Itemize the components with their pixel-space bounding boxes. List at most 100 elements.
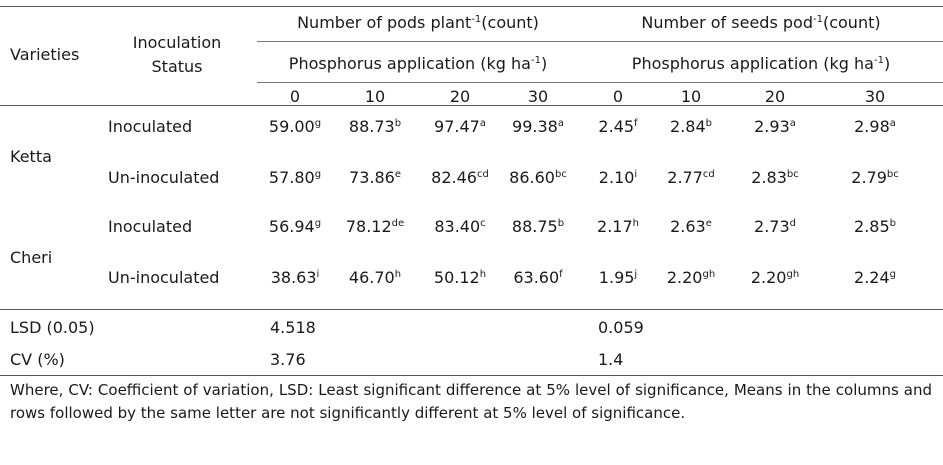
header-bottom-rule xyxy=(0,105,943,106)
cell-letter: gh xyxy=(786,269,800,280)
cell-letter: i xyxy=(634,169,638,180)
cv-label: CV (%) xyxy=(10,350,65,369)
cell-letter: a xyxy=(557,118,564,129)
group-rule xyxy=(257,41,943,42)
table-cell: 86.60bc xyxy=(509,170,567,186)
phosphorus-text: Phosphorus application (kg ha xyxy=(288,54,531,73)
cell-letter: bc xyxy=(786,169,799,180)
cell-letter: bc xyxy=(886,169,899,180)
phosphorus-rule xyxy=(257,82,943,83)
cell-value: 46.70 xyxy=(348,268,395,287)
table-cell: 2.83bc xyxy=(751,170,798,186)
cell-letter: e xyxy=(705,218,712,229)
cell-value: 82.46 xyxy=(431,168,477,187)
level-seeds-10: 10 xyxy=(680,87,702,106)
cell-value: 86.60 xyxy=(509,168,555,187)
table-cell: 59.00g xyxy=(269,119,321,135)
lsd-seeds-value: 0.059 xyxy=(598,318,644,337)
table-cell: 2.84b xyxy=(670,119,712,135)
cell-letter: h xyxy=(632,218,639,229)
body-bottom-rule xyxy=(0,309,943,310)
seeds-group-sup: -1 xyxy=(812,14,823,25)
cell-value: 2.20 xyxy=(750,268,787,287)
phosphorus-text: Phosphorus application (kg ha xyxy=(631,54,874,73)
cell-letter: de xyxy=(391,218,405,229)
table-cell: 2.79bc xyxy=(851,170,898,186)
header-seeds-group: Number of seeds pod-1(count) xyxy=(641,15,880,31)
cell-letter: b xyxy=(889,218,896,229)
table-cell: 97.47a xyxy=(434,119,486,135)
cell-letter: h xyxy=(479,269,487,280)
cv-seeds-value: 1.4 xyxy=(598,350,624,369)
cell-letter: gh xyxy=(702,269,716,280)
cell-letter: a xyxy=(479,118,486,129)
cell-letter: e xyxy=(394,169,401,180)
variety-cheri: Cheri xyxy=(10,248,53,267)
table-cell: 73.86e xyxy=(349,170,401,186)
cv-pods-value: 3.76 xyxy=(270,350,306,369)
cell-letter: b xyxy=(557,218,565,229)
cell-letter: j xyxy=(634,269,638,280)
level-pods-20: 20 xyxy=(449,87,471,106)
cell-value: 38.63 xyxy=(270,268,317,287)
table-cell: 88.75b xyxy=(512,219,564,235)
cell-letter: g xyxy=(889,269,896,280)
cell-value: 2.73 xyxy=(754,217,790,236)
header-pods-group: Number of pods plant-1(count) xyxy=(297,15,539,31)
table-cell: 38.63i xyxy=(271,270,320,286)
level-seeds-0: 0 xyxy=(612,87,624,106)
cell-letter: b xyxy=(394,118,402,129)
cell-value: 2.20 xyxy=(666,268,703,287)
table-cell: 2.77cd xyxy=(667,170,714,186)
table-cell: 2.93a xyxy=(754,119,796,135)
table-cell: 2.24g xyxy=(854,270,896,286)
table-cell: 88.73b xyxy=(349,119,401,135)
cell-letter: bc xyxy=(554,169,567,180)
table-cell: 2.85b xyxy=(854,219,896,235)
status-label: Un-inoculated xyxy=(108,168,220,187)
cell-value: 2.24 xyxy=(854,268,890,287)
table-cell: 2.17h xyxy=(597,219,639,235)
cell-value: 1.95 xyxy=(598,268,635,287)
cell-value: 2.93 xyxy=(754,117,790,136)
header-phosphorus-pods: Phosphorus application (kg ha-1) xyxy=(289,56,547,72)
phosphorus-sup: -1 xyxy=(873,55,884,66)
level-seeds-20: 20 xyxy=(764,87,786,106)
table-cell: 2.20gh xyxy=(751,270,799,286)
cell-value: 2.79 xyxy=(851,168,887,187)
status-label: Inoculated xyxy=(108,217,193,236)
cell-letter: b xyxy=(705,118,712,129)
seeds-group-text: Number of seeds pod xyxy=(641,13,813,32)
header-inoculation-line2: Status xyxy=(151,57,203,76)
status-label: Inoculated xyxy=(108,117,193,136)
phosphorus-close: ) xyxy=(883,54,891,73)
cell-value: 57.80 xyxy=(268,168,315,187)
header-varieties: Varieties xyxy=(10,45,80,64)
cell-value: 2.45 xyxy=(598,117,635,136)
pods-group-unit: (count) xyxy=(481,13,539,32)
cell-letter: cd xyxy=(702,169,715,180)
table-cell: 83.40c xyxy=(434,219,485,235)
cell-value: 88.73 xyxy=(348,117,395,136)
table-cell: 2.73d xyxy=(754,219,796,235)
cell-value: 2.84 xyxy=(670,117,706,136)
stats-bottom-rule xyxy=(0,375,943,376)
header-phosphorus-seeds: Phosphorus application (kg ha-1) xyxy=(632,56,890,72)
cell-value: 2.63 xyxy=(670,217,706,236)
table-cell: 2.98a xyxy=(854,119,896,135)
table-cell: 46.70h xyxy=(349,270,401,286)
cell-value: 59.00 xyxy=(268,117,315,136)
cell-letter: f xyxy=(634,118,638,129)
footnote: Where, CV: Coefficient of variation, LSD… xyxy=(10,381,932,422)
variety-ketta: Ketta xyxy=(10,147,52,166)
cell-letter: cd xyxy=(476,169,489,180)
cell-value: 99.38 xyxy=(512,117,558,136)
pods-group-text: Number of pods plant xyxy=(297,13,472,32)
table-cell: 2.10i xyxy=(599,170,637,186)
cell-letter: c xyxy=(480,218,486,229)
table-cell: 56.94g xyxy=(269,219,321,235)
cell-letter: g xyxy=(314,218,322,229)
cell-value: 88.75 xyxy=(511,217,558,236)
lsd-label: LSD (0.05) xyxy=(10,318,95,337)
phosphorus-close: ) xyxy=(540,54,548,73)
